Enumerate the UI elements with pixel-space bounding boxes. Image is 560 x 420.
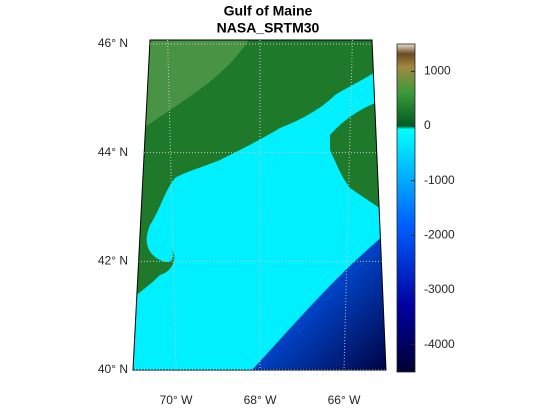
deep-water — [250, 230, 386, 370]
highland — [133, 40, 250, 140]
lon-grid-line — [343, 40, 353, 370]
colorbar-tick-label: -2000 — [424, 228, 455, 242]
lat-tick-label: 46° N — [98, 36, 128, 50]
graticule — [133, 40, 386, 370]
lat-tick-label: 44° N — [98, 145, 128, 159]
map-title: Gulf of Maine — [224, 3, 313, 19]
lon-tick-label: 68° W — [244, 393, 277, 407]
lon-grid-line — [167, 40, 177, 370]
colorbar-tick-label: -3000 — [424, 282, 455, 296]
lon-tick-label: 66° W — [328, 393, 361, 407]
lat-tick-label: 40° N — [98, 362, 128, 376]
land — [133, 40, 386, 300]
nova-scotia — [330, 98, 386, 215]
colorbar-tick-label: 0 — [424, 118, 431, 132]
colorbar-tick-label: -1000 — [424, 173, 455, 187]
map-frame — [132, 39, 387, 371]
colorbar — [396, 43, 416, 373]
colorbar-tick-label: -4000 — [424, 337, 455, 351]
colorbar-tick-label: 1000 — [424, 64, 451, 78]
lon-tick-label: 70° W — [160, 393, 193, 407]
lat-tick-label: 42° N — [98, 254, 128, 268]
map-subtitle: NASA_SRTM30 — [217, 20, 320, 36]
